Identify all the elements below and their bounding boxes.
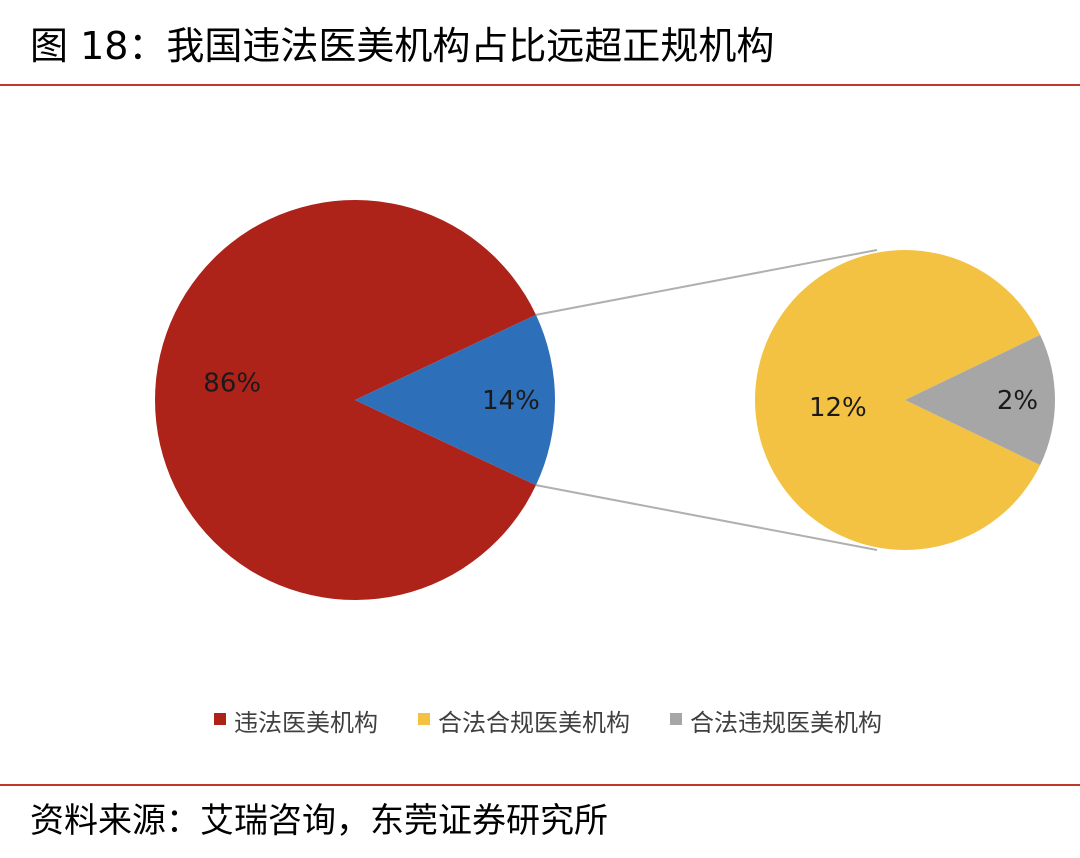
secondary-pie: [755, 249, 1056, 550]
data-label-secondary-1: 2%: [997, 386, 1038, 416]
data-label-main-0: 86%: [203, 369, 261, 399]
data-label-main-1: 14%: [482, 386, 540, 416]
legend-item-0: 违法医美机构: [214, 709, 378, 737]
source-divider: [0, 784, 1080, 786]
main-pie: [154, 199, 555, 600]
legend-label: 合法违规医美机构: [690, 709, 882, 737]
legend-label: 合法合规医美机构: [438, 709, 630, 737]
pie-slice-split: [355, 314, 555, 486]
legend-swatch: [670, 713, 682, 725]
connector-line-top: [535, 249, 878, 316]
pie-slice-secondary-0: [755, 249, 1041, 550]
legend-item-2: 合法违规医美机构: [670, 709, 882, 737]
legend-item-1: 合法合规医美机构: [418, 709, 630, 737]
legend: 违法医美机构 合法合规医美机构 合法违规医美机构: [214, 709, 882, 737]
legend-label: 违法医美机构: [234, 709, 378, 737]
connector-line-bottom: [535, 484, 878, 551]
legend-swatch: [418, 713, 430, 725]
data-label-secondary-0: 12%: [809, 393, 867, 423]
title-divider: [0, 84, 1080, 86]
connector-lines: [535, 249, 878, 551]
figure-title: 图 18：我国违法医美机构占比远超正规机构: [30, 24, 775, 68]
pie-slice-secondary-1: [905, 334, 1056, 466]
pie-of-pie-chart: 86% 14% 12% 2% 违法医美机构 合法合规医美机构 合法违规医美机构: [154, 199, 1056, 737]
data-labels: 86% 14% 12% 2%: [203, 369, 1038, 423]
source-note: 资料来源：艾瑞咨询，东莞证券研究所: [30, 801, 608, 841]
pie-slice-main-0: [154, 199, 536, 600]
legend-swatch: [214, 713, 226, 725]
